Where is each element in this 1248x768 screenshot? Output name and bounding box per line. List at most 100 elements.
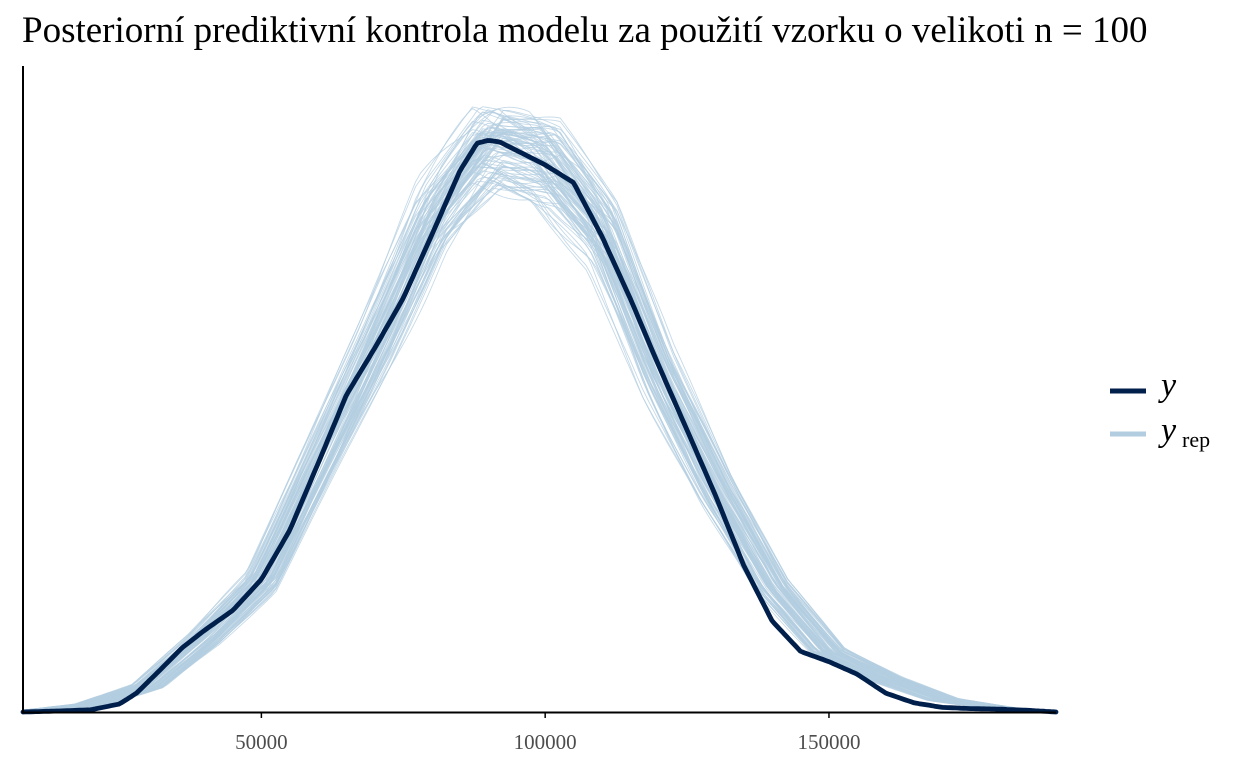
yrep-line [22,158,1056,713]
yrep-line [22,159,1057,713]
yrep-line [22,119,1056,713]
yrep-line [22,137,1057,713]
yrep-line [22,122,1057,713]
yrep-line [22,106,1056,713]
legend: y y rep [1110,367,1210,452]
legend-label-y: y [1158,367,1177,404]
yrep-line [23,170,1057,713]
yrep-line [23,178,1057,713]
yrep-line [23,175,1057,713]
yrep-line [22,130,1056,713]
yrep-line [22,132,1056,713]
yrep-line [22,131,1057,713]
yrep-line [23,129,1057,713]
yrep-line [23,160,1057,713]
yrep-line [23,172,1057,713]
yrep-line [23,162,1057,713]
yrep-line [22,140,1056,713]
yrep-line [23,185,1057,713]
yrep-line [22,176,1056,713]
yrep-line [23,135,1057,713]
yrep-line [23,186,1057,713]
yrep-line [23,136,1057,713]
yrep-line [22,162,1056,713]
yrep-line [23,177,1057,713]
yrep-line [22,143,1056,713]
yrep-line [22,163,1057,713]
yrep-line [23,166,1057,713]
yrep-line [23,173,1057,713]
chart-title: Posteriorní prediktivní kontrola modelu … [22,10,1148,51]
yrep-line [23,141,1057,713]
legend-label-yrep: y [1158,412,1177,449]
yrep-line [22,132,1056,713]
yrep-line [22,182,1056,713]
x-tick-label: 100000 [514,730,577,754]
yrep-line [22,154,1056,713]
yrep-line [22,106,1056,713]
yrep-line [22,148,1057,713]
yrep-line [22,134,1056,713]
x-tick-label: 150000 [797,730,860,754]
yrep-line [22,141,1057,713]
yrep-line [22,106,1056,713]
yrep-line [23,139,1057,713]
yrep-line [22,142,1056,713]
series-y-line [20,138,1059,715]
yrep-line [22,128,1056,713]
yrep-replicate-lines [22,106,1057,713]
yrep-line [22,134,1057,713]
yrep-line [23,109,1057,713]
yrep-line [23,187,1057,713]
yrep-line [23,130,1057,713]
yrep-line [23,116,1057,713]
yrep-line [22,146,1056,713]
yrep-line [23,132,1057,713]
yrep-line [23,119,1057,713]
yrep-line [23,172,1057,713]
yrep-line [23,137,1057,713]
yrep-line [22,129,1057,713]
yrep-line [22,142,1057,713]
yrep-line [22,126,1057,713]
yrep-line [22,187,1057,713]
x-tick-label: 50000 [235,730,288,754]
legend-label-yrep-subscript: rep [1182,427,1210,452]
yrep-line [22,181,1056,713]
yrep-line [23,115,1057,713]
yrep-line [22,170,1056,713]
yrep-line [22,137,1056,713]
yrep-line [23,129,1057,713]
yrep-line [22,162,1056,713]
yrep-line [23,127,1057,713]
yrep-line [23,166,1057,713]
yrep-line [23,151,1057,713]
yrep-line [22,180,1057,713]
yrep-line [23,151,1057,713]
yrep-line [22,148,1057,713]
yrep-line [23,165,1057,713]
yrep-line [23,140,1057,713]
yrep-line [22,155,1056,713]
yrep-line [23,145,1057,713]
yrep-line [23,126,1057,713]
yrep-line [22,129,1056,713]
yrep-line [23,154,1057,713]
x-axis-ticks: 50000 100000 150000 [235,712,860,754]
yrep-line [22,135,1057,713]
yrep-line [22,132,1057,713]
yrep-line [22,127,1057,713]
yrep-line [22,180,1057,713]
yrep-line [22,146,1056,713]
yrep-line [23,128,1057,713]
yrep-line [22,136,1057,713]
yrep-line [22,172,1057,713]
yrep-line [22,133,1056,713]
yrep-line [22,132,1056,713]
yrep-line [22,166,1056,713]
yrep-line [22,172,1056,713]
yrep-line [22,131,1056,713]
yrep-line [22,126,1057,713]
yrep-line [22,159,1056,713]
